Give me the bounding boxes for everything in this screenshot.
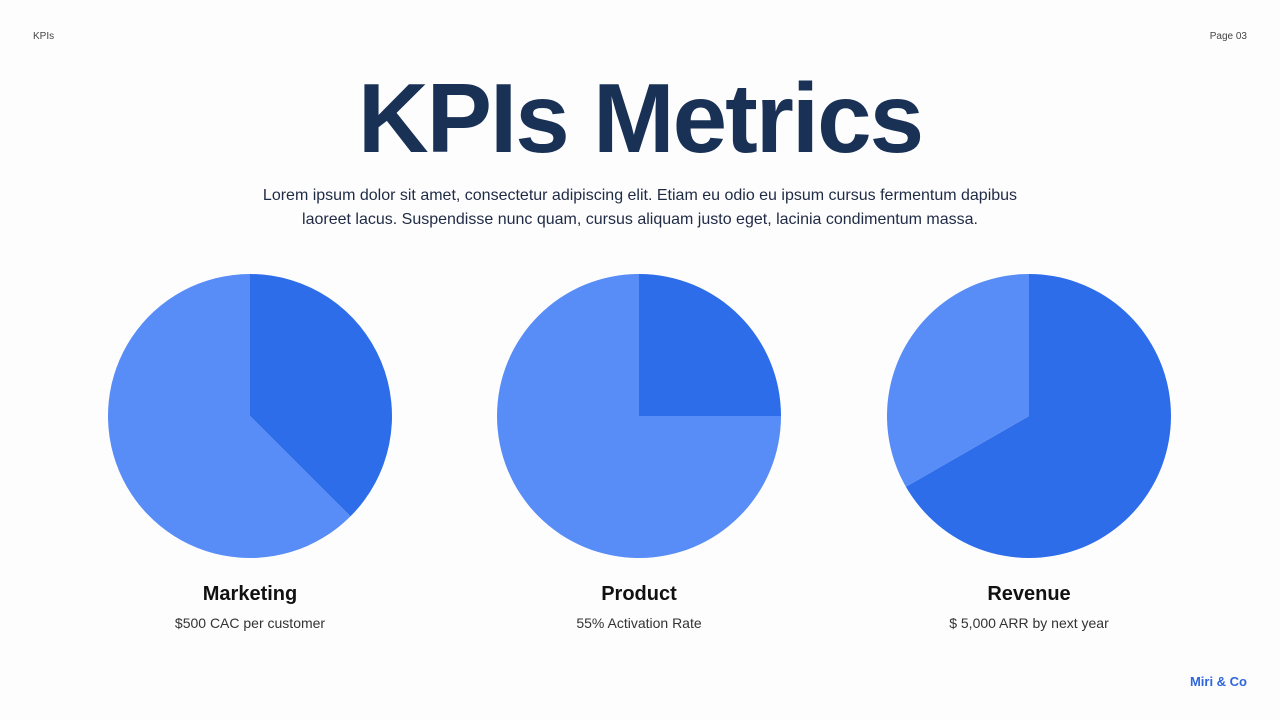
page-title: KPIs Metrics [357,63,924,173]
revenue-pie-chart [887,274,1171,558]
product-label: Product [601,583,677,605]
page-number: Page 03 [1209,31,1247,42]
marketing-slice-0 [250,274,393,517]
brand-logo: Miri & Co [1189,674,1247,689]
marketing-value: $500 CAC per customer [174,615,326,631]
marketing-pie-chart [108,274,393,558]
description: Lorem ipsum dolor sit amet, consectetur … [262,187,1018,228]
revenue-slice-0 [905,274,1171,558]
product-slice-1 [497,274,781,558]
product-value: 55% Activation Rate [576,615,702,631]
product-slice-0 [639,274,781,416]
marketing-label: Marketing [202,583,298,605]
revenue-value: $ 5,000 ARR by next year [949,615,1109,631]
revenue-slice-1 [887,274,1029,487]
revenue-label: Revenue [987,583,1071,605]
section-label: KPIs [33,31,55,42]
marketing-slice-1 [108,274,351,558]
product-pie-chart [497,274,781,558]
